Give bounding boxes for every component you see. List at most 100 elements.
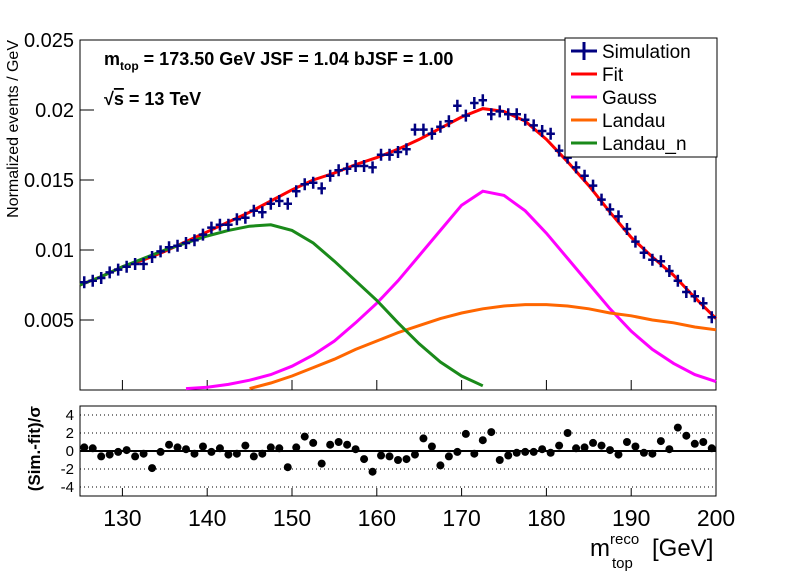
residual-point — [555, 441, 564, 450]
data-point — [368, 161, 377, 174]
data-point — [436, 120, 445, 133]
x-axis-label: mreco top [GeV] — [590, 531, 713, 572]
legend-label: Landau_n — [602, 134, 687, 155]
data-point — [427, 127, 437, 140]
data-point — [622, 223, 632, 235]
y-tick-label: -2 — [61, 461, 74, 478]
data-point — [156, 245, 165, 258]
residual-point — [470, 449, 479, 458]
residual-point — [572, 444, 581, 453]
residual-point — [190, 449, 199, 458]
residual-point — [495, 456, 504, 464]
data-point — [631, 235, 640, 248]
residual-point — [419, 434, 428, 443]
data-point — [580, 169, 589, 182]
data-point — [342, 162, 352, 175]
x-label-sub: top — [612, 555, 633, 572]
data-point — [682, 286, 691, 298]
residual-point — [597, 441, 606, 450]
residual-point — [207, 447, 216, 456]
residual-point — [538, 445, 547, 454]
legend-label: Simulation — [602, 42, 691, 63]
data-point — [283, 197, 292, 210]
data-point — [130, 258, 140, 270]
data-point — [597, 193, 606, 206]
x-tick-label: 160 — [358, 505, 396, 531]
residual-point — [394, 456, 402, 464]
data-point — [292, 185, 301, 198]
y-axis-label: Normalized events / GeV — [5, 40, 22, 218]
residual-point — [283, 463, 292, 472]
x-tick-label: 140 — [188, 505, 226, 531]
data-point — [419, 123, 428, 136]
data-point — [88, 274, 97, 287]
data-point — [453, 99, 462, 112]
residual-point — [673, 423, 682, 432]
annotation: √s = 13 TeV — [104, 89, 201, 109]
data-point — [122, 260, 131, 273]
legend-label: Landau — [602, 111, 665, 132]
residual-point — [266, 443, 275, 452]
x-tick-label: 150 — [273, 505, 311, 531]
data-point — [605, 203, 615, 216]
data-point — [504, 108, 513, 121]
data-point — [376, 148, 386, 161]
y-tick-label: 0.01 — [35, 240, 74, 262]
data-point — [385, 148, 394, 161]
residual-point — [436, 461, 445, 470]
data-point — [232, 213, 242, 226]
residual-point — [97, 452, 106, 461]
plot-frame — [79, 39, 717, 391]
residual-point — [368, 467, 377, 476]
data-point — [461, 109, 471, 122]
residual-point — [580, 443, 589, 452]
x-label-part: m — [590, 535, 610, 562]
data-point — [275, 195, 284, 207]
fit-curve — [249, 303, 717, 391]
x-tick-label: 190 — [612, 505, 650, 531]
fit-curve — [185, 189, 717, 391]
residual-point — [292, 443, 301, 452]
residual-point — [232, 449, 241, 458]
data-point — [105, 266, 114, 279]
data-point — [690, 290, 700, 303]
data-point — [478, 94, 488, 107]
data-point — [113, 263, 123, 276]
residual-point — [215, 444, 224, 453]
residual-point — [546, 448, 555, 457]
data-point — [164, 241, 174, 254]
data-point — [215, 218, 225, 231]
residual-point — [639, 448, 648, 457]
legend-label: Gauss — [602, 88, 657, 109]
data-point — [173, 239, 182, 252]
data-point — [80, 276, 89, 289]
data-point — [402, 143, 411, 156]
residual-point — [131, 452, 140, 461]
data-point — [198, 228, 208, 241]
residual-point — [275, 444, 284, 453]
residual-point — [402, 455, 411, 464]
data-point — [317, 182, 326, 195]
residual-point — [461, 429, 470, 438]
data-point — [512, 108, 521, 121]
x-tick-label: 130 — [103, 505, 141, 531]
residual-point — [427, 442, 436, 451]
data-point — [266, 197, 276, 210]
residual-point — [351, 445, 360, 454]
data-point — [258, 206, 267, 219]
data-point — [487, 108, 496, 121]
data-point — [241, 211, 250, 224]
data-point — [639, 246, 649, 259]
annotation-part: s — [114, 89, 124, 109]
x-tick-label: 200 — [697, 505, 735, 531]
residual-point — [173, 443, 182, 452]
residual-point — [707, 444, 716, 453]
residual-point — [258, 449, 267, 458]
y-axis-label: (Sim.-fit)/σ — [25, 406, 44, 492]
residual-point — [512, 448, 521, 457]
residual-point — [165, 440, 174, 449]
residual-point — [563, 429, 572, 437]
data-point — [444, 115, 454, 128]
residual-point — [88, 444, 97, 453]
residual-point — [487, 428, 496, 437]
